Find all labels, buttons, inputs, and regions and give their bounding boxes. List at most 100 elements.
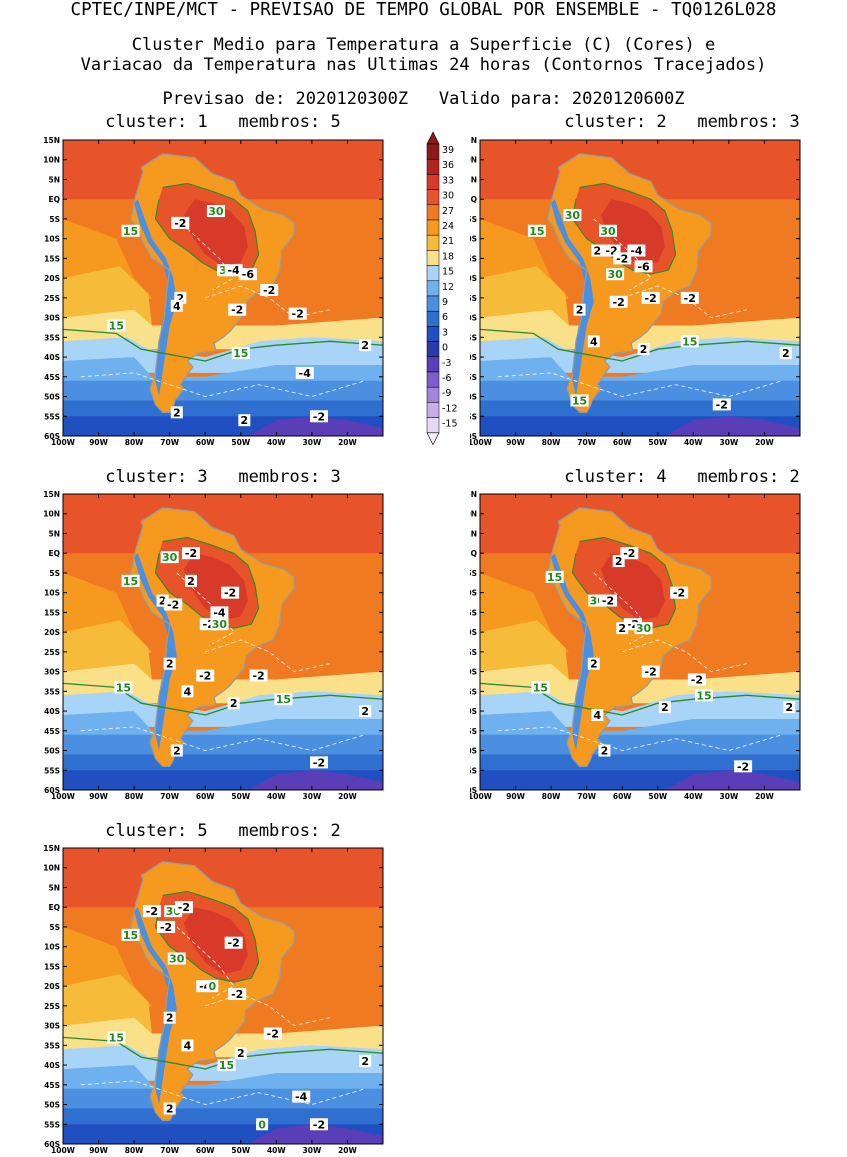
lat-tick-label: 40S bbox=[44, 707, 60, 716]
contour-label: -2 bbox=[267, 1027, 279, 1040]
contour-label: -2 bbox=[737, 760, 749, 773]
contour-label: 2 bbox=[166, 1012, 174, 1025]
contour-label: 2 bbox=[661, 701, 669, 714]
lat-tick-label: 25S bbox=[44, 648, 60, 657]
contour-label-box bbox=[573, 303, 586, 316]
contour-label: -2 bbox=[684, 292, 696, 305]
lat-tick-label: 50S bbox=[44, 1101, 60, 1110]
lat-tick-label: 60S bbox=[44, 432, 60, 441]
colorbar-level-label: 9 bbox=[442, 297, 448, 308]
contour-label-box bbox=[587, 335, 600, 348]
lat-tick-label: 20S bbox=[44, 982, 60, 991]
contour-label-box bbox=[157, 920, 176, 933]
lat-tick-label: 40S bbox=[470, 353, 477, 362]
dashed-contour bbox=[205, 993, 330, 1027]
contour-label-box bbox=[634, 260, 653, 273]
contour-label: 2 bbox=[590, 658, 598, 671]
contour-label: 2 bbox=[601, 745, 609, 758]
map-frame bbox=[479, 139, 801, 437]
colorbar-level-label: 21 bbox=[442, 236, 454, 247]
contour-30 bbox=[571, 182, 677, 275]
lat-tick-label: 25S bbox=[470, 648, 477, 657]
contour-label: -4 bbox=[630, 245, 643, 258]
colorbar-swatch bbox=[426, 402, 440, 418]
contour-label: -4 bbox=[228, 264, 241, 277]
contour-label: -2 bbox=[178, 901, 190, 914]
panel-5-title: cluster: 5 membros: 2 bbox=[105, 821, 341, 841]
lon-tick-label: 80W bbox=[542, 792, 561, 801]
colorbar-swatch bbox=[426, 341, 440, 358]
contour-label-box bbox=[114, 681, 133, 694]
contour-label-box bbox=[181, 1039, 194, 1052]
contour-label: 15 bbox=[109, 1031, 124, 1044]
contour-label: -2 bbox=[263, 284, 275, 297]
contour-label: 15 bbox=[572, 394, 587, 407]
lat-tick-label: 55S bbox=[470, 766, 477, 775]
colorbar-swatch bbox=[426, 189, 440, 206]
contour-label: -6 bbox=[242, 268, 255, 281]
contour-label-box bbox=[627, 244, 646, 257]
contour-label-box bbox=[591, 709, 604, 722]
contour-label: 2 bbox=[173, 406, 181, 419]
lat-tick-label: 35S bbox=[44, 1041, 60, 1050]
lat-tick-label: 25S bbox=[44, 294, 60, 303]
lat-tick-label: 50S bbox=[44, 747, 60, 756]
lat-tick-label: 5S bbox=[470, 215, 477, 224]
contour-label-box bbox=[170, 744, 183, 757]
contour-label: 15 bbox=[123, 225, 138, 238]
lat-tick-label: 10S bbox=[470, 235, 477, 244]
contour-label: 15 bbox=[123, 575, 138, 588]
contour-label: -2 bbox=[252, 670, 264, 683]
contour-label-box bbox=[570, 394, 589, 407]
contour-label-box bbox=[613, 252, 632, 265]
lat-tick-label: 50S bbox=[470, 747, 477, 756]
contour-label-box bbox=[171, 216, 190, 229]
contour-label-box bbox=[295, 366, 314, 379]
lat-tick-label: 10N bbox=[470, 510, 477, 519]
lat-tick-label: 10S bbox=[44, 589, 60, 598]
lon-tick-label: 100W bbox=[51, 1146, 76, 1155]
lat-tick-label: 10N bbox=[43, 510, 60, 519]
contour-label-box bbox=[206, 205, 225, 218]
colorbar-level-label: -12 bbox=[442, 403, 458, 414]
lat-tick-label: 20S bbox=[470, 628, 477, 637]
colorbar-swatch bbox=[426, 250, 440, 266]
contour-label-box bbox=[637, 343, 650, 356]
lon-tick-label: 30W bbox=[303, 1146, 322, 1155]
colorbar-level-label: -9 bbox=[442, 388, 451, 399]
dashed-contour bbox=[622, 285, 747, 319]
panel-3-title: cluster: 3 membros: 3 bbox=[105, 467, 341, 487]
contour-label-box bbox=[634, 622, 653, 635]
dashed-contour bbox=[176, 218, 235, 291]
contour-label-box bbox=[620, 547, 639, 560]
lon-tick-label: 60W bbox=[196, 1146, 215, 1155]
lat-tick-label: 15S bbox=[470, 608, 477, 617]
lat-tick-label: 10S bbox=[44, 943, 60, 952]
contour-label: 3 bbox=[219, 264, 227, 277]
contour-label-box bbox=[121, 928, 140, 941]
lat-tick-label: 15N bbox=[43, 490, 60, 499]
contour-label-box bbox=[527, 224, 546, 237]
contour-label-box bbox=[545, 570, 564, 583]
lat-tick-label: 15S bbox=[44, 254, 60, 263]
lon-tick-label: 90W bbox=[506, 438, 525, 447]
contour-label-box bbox=[163, 657, 176, 670]
lat-tick-label: 10N bbox=[470, 156, 477, 165]
lon-tick-label: 70W bbox=[160, 792, 179, 801]
contour-label: 15 bbox=[219, 1059, 234, 1072]
contour-label: 30 bbox=[208, 205, 224, 218]
header-line-2: Cluster Medio para Temperatura a Superfi… bbox=[131, 35, 716, 55]
dashed-contour bbox=[205, 639, 330, 673]
colorbar-level-label: 27 bbox=[442, 206, 454, 217]
contour-label: 2 bbox=[230, 697, 238, 710]
contour-label: 4 bbox=[184, 685, 192, 698]
lat-tick-label: 15N bbox=[43, 136, 60, 145]
contour-label: -2 bbox=[224, 587, 236, 600]
header-line-3: Variacao da Temperatura nas Ultimas 24 h… bbox=[80, 55, 767, 75]
contour-label-box bbox=[779, 347, 792, 360]
lon-tick-label: 100W bbox=[51, 792, 76, 801]
lon-tick-label: 50W bbox=[231, 1146, 250, 1155]
lon-tick-label: 80W bbox=[542, 438, 561, 447]
contour-label-box bbox=[163, 1102, 176, 1115]
